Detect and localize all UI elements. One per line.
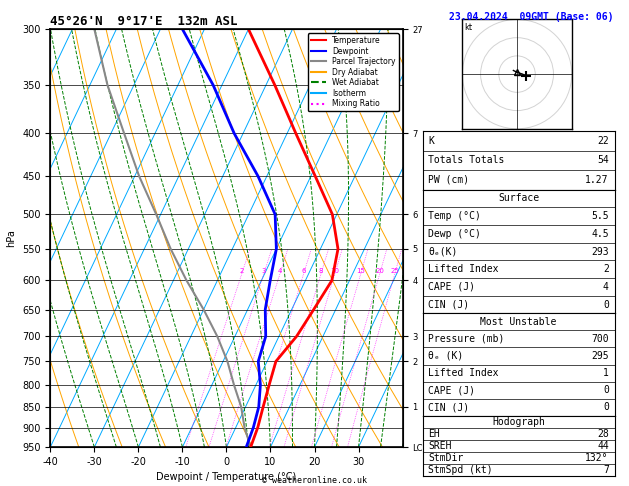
Text: EH: EH [428, 429, 440, 439]
Y-axis label: hPa: hPa [6, 229, 16, 247]
Text: 700: 700 [591, 334, 609, 344]
Text: Lifted Index: Lifted Index [428, 368, 499, 378]
Text: Hodograph: Hodograph [492, 417, 545, 427]
Text: 132°: 132° [585, 453, 609, 463]
Text: kt: kt [465, 23, 472, 32]
Text: 10: 10 [330, 268, 339, 275]
Text: 20: 20 [375, 268, 384, 275]
Text: Pressure (mb): Pressure (mb) [428, 334, 505, 344]
Text: 1: 1 [603, 368, 609, 378]
Text: 2: 2 [240, 268, 244, 275]
Text: Most Unstable: Most Unstable [481, 317, 557, 327]
Legend: Temperature, Dewpoint, Parcel Trajectory, Dry Adiabat, Wet Adiabat, Isotherm, Mi: Temperature, Dewpoint, Parcel Trajectory… [308, 33, 399, 111]
Text: 0: 0 [603, 402, 609, 412]
Text: Dewp (°C): Dewp (°C) [428, 229, 481, 239]
Text: CAPE (J): CAPE (J) [428, 282, 476, 292]
Text: 22: 22 [597, 136, 609, 146]
Text: CIN (J): CIN (J) [428, 299, 470, 310]
Text: Lifted Index: Lifted Index [428, 264, 499, 274]
Text: 295: 295 [591, 351, 609, 361]
Text: 4: 4 [603, 282, 609, 292]
Y-axis label: km
ASL: km ASL [445, 228, 460, 248]
Text: © weatheronline.co.uk: © weatheronline.co.uk [262, 476, 367, 485]
Text: K: K [428, 136, 434, 146]
Text: 54: 54 [597, 156, 609, 165]
Text: θₑ (K): θₑ (K) [428, 351, 464, 361]
Text: 23.04.2024  09GMT (Base: 06): 23.04.2024 09GMT (Base: 06) [449, 12, 614, 22]
Text: StmDir: StmDir [428, 453, 464, 463]
Text: Temp (°C): Temp (°C) [428, 211, 481, 221]
Text: Totals Totals: Totals Totals [428, 156, 505, 165]
Text: 3: 3 [261, 268, 266, 275]
Text: StmSpd (kt): StmSpd (kt) [428, 465, 493, 475]
Text: Surface: Surface [498, 193, 539, 204]
X-axis label: Dewpoint / Temperature (°C): Dewpoint / Temperature (°C) [157, 472, 296, 483]
Text: 4.5: 4.5 [591, 229, 609, 239]
Text: 5.5: 5.5 [591, 211, 609, 221]
Text: SREH: SREH [428, 441, 452, 451]
Text: PW (cm): PW (cm) [428, 175, 470, 185]
Text: θₑ(K): θₑ(K) [428, 246, 458, 257]
Text: 44: 44 [597, 441, 609, 451]
Text: 2: 2 [603, 264, 609, 274]
Text: 0: 0 [603, 385, 609, 395]
Text: 15: 15 [356, 268, 365, 275]
Text: 8: 8 [318, 268, 323, 275]
Text: CIN (J): CIN (J) [428, 402, 470, 412]
Text: 4: 4 [277, 268, 282, 275]
Text: CAPE (J): CAPE (J) [428, 385, 476, 395]
Text: 28: 28 [597, 429, 609, 439]
Text: 45°26'N  9°17'E  132m ASL: 45°26'N 9°17'E 132m ASL [50, 15, 238, 28]
Text: 1.27: 1.27 [585, 175, 609, 185]
Text: 6: 6 [301, 268, 306, 275]
Text: 25: 25 [390, 268, 399, 275]
Text: Mixing Ratio (g/kg): Mixing Ratio (g/kg) [426, 198, 435, 278]
Text: 293: 293 [591, 246, 609, 257]
Text: 0: 0 [603, 299, 609, 310]
Text: 7: 7 [603, 465, 609, 475]
